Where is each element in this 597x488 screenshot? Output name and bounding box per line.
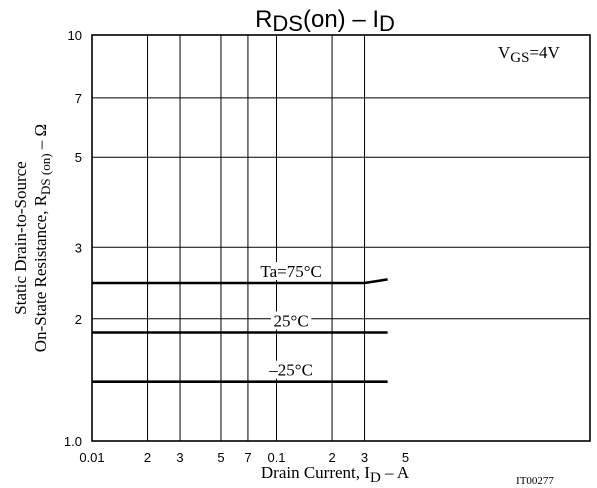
x-tick-label: 2 (328, 450, 335, 465)
x-tick-label: 7 (244, 450, 251, 465)
y-tick-label: 7 (75, 91, 82, 106)
figure-id: IT00277 (516, 475, 554, 487)
series-line-0 (92, 278, 388, 285)
chart-title: RDS(on) – ID (255, 6, 395, 36)
y-tick-label: 10 (68, 28, 82, 43)
x-tick-label: 2 (144, 450, 151, 465)
x-axis-label: Drain Current, ID – A (261, 463, 410, 486)
series-label-0: Ta=75°C (260, 262, 321, 281)
series-label-2: –25°C (268, 361, 313, 380)
x-tick-labels: 0.01 2 3 5 7 0.1 2 3 5 (79, 450, 409, 465)
gridlines (92, 35, 590, 441)
y-tick-label: 3 (75, 240, 82, 255)
series-label-1: 25°C (274, 312, 309, 331)
series-labels: Ta=75°C 25°C –25°C (258, 261, 325, 380)
plot-area-frame (91, 34, 591, 442)
y-axis-label-line1: Static Drain-to-Source (11, 161, 30, 314)
y-tick-label: 1.0 (64, 434, 82, 449)
y-axis-label: Static Drain-to-Source On-State Resistan… (11, 124, 53, 352)
vgs-annotation: VGS=4V (498, 43, 561, 66)
series-label-background (266, 360, 316, 379)
y-tick-label: 5 (75, 150, 82, 165)
x-tick-label: 0.1 (267, 450, 285, 465)
series-lines (92, 278, 388, 384)
x-tick-label: 0.01 (79, 450, 104, 465)
series-label-background (270, 311, 312, 330)
y-tick-label: 2 (75, 312, 82, 327)
x-tick-label: 5 (217, 450, 224, 465)
x-tick-label: 3 (361, 450, 368, 465)
y-axis-label-line2: On-State Resistance, RDS (on) – Ω (31, 124, 53, 352)
y-tick-labels: 1.0 2 3 5 7 10 (64, 28, 82, 449)
x-tick-label: 3 (176, 450, 183, 465)
x-tick-label: 5 (402, 450, 409, 465)
series-label-background (258, 261, 325, 280)
